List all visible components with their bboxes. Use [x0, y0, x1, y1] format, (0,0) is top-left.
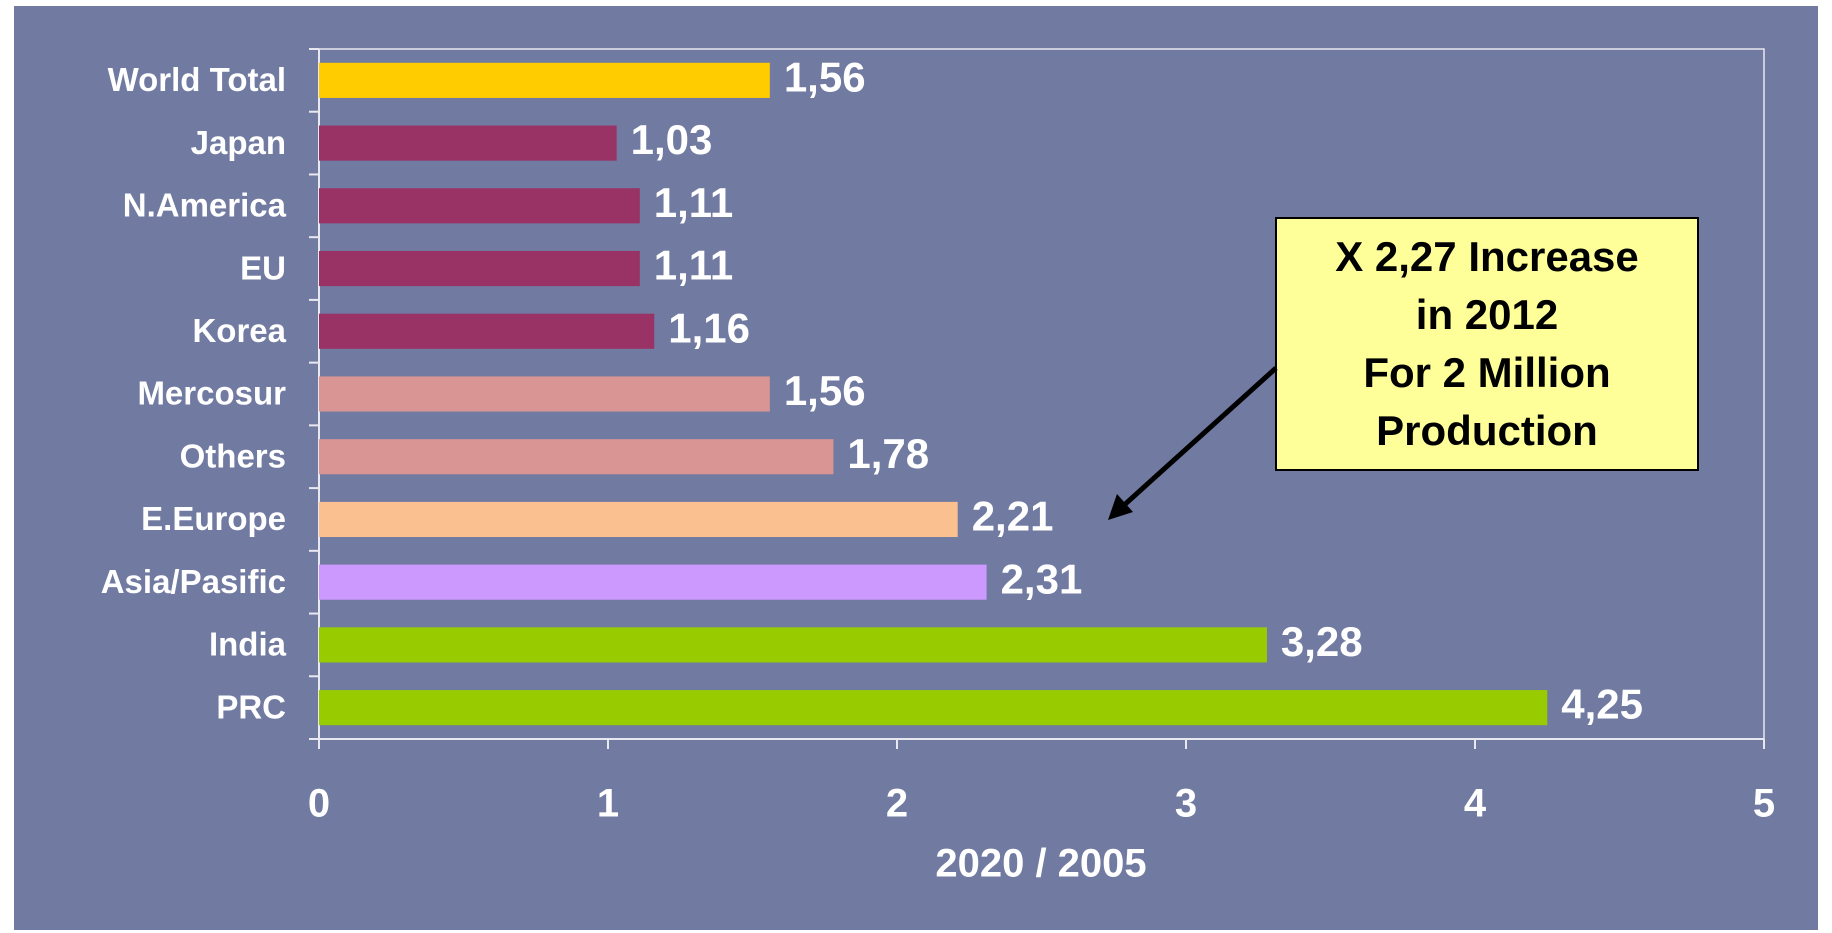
x-tick-label: 2 [886, 782, 908, 826]
bar [319, 564, 987, 600]
value-label: 1,11 [654, 242, 733, 289]
annotation-text: For 2 Million [1363, 349, 1610, 396]
y-tick-label: PRC [216, 688, 286, 725]
y-tick-label: India [209, 626, 287, 663]
annotation-box [1275, 217, 1699, 471]
value-label: 1,78 [847, 430, 929, 477]
bar [319, 627, 1267, 663]
x-axis-title: 2020 / 2005 [935, 842, 1146, 886]
y-tick-label: Japan [191, 124, 286, 161]
bar [319, 439, 834, 475]
y-tick-label: Mercosur [137, 375, 286, 412]
bar [319, 188, 640, 224]
value-label: 1,16 [668, 304, 750, 351]
value-label: 4,25 [1561, 681, 1643, 728]
bar [319, 250, 640, 287]
annotation-arrowhead [1108, 494, 1133, 520]
x-tick-label: 5 [1753, 782, 1775, 826]
y-tick-label: Others [180, 437, 286, 474]
y-tick-label: EU [240, 249, 286, 286]
bar [319, 313, 655, 349]
bar [319, 501, 958, 538]
x-tick-label: 4 [1464, 782, 1487, 826]
value-label: 2,31 [1001, 555, 1083, 602]
bar [319, 125, 617, 161]
bar [319, 690, 1548, 726]
annotation-text: X 2,27 Increase [1335, 233, 1639, 280]
y-tick-label: N.America [123, 187, 287, 224]
annotation-arrow [1120, 366, 1278, 509]
x-tick-label: 0 [308, 782, 330, 826]
y-tick-label: World Total [108, 61, 286, 98]
value-label: 1,11 [654, 179, 733, 226]
y-tick-label: Asia/Pasific [101, 563, 286, 600]
y-tick-label: E.Europe [141, 500, 286, 537]
y-tick-label: Korea [192, 312, 286, 349]
value-label: 1,56 [784, 367, 866, 414]
x-tick-label: 1 [597, 782, 619, 826]
value-label: 1,56 [784, 53, 866, 100]
bar [319, 376, 770, 412]
bar [319, 62, 770, 98]
value-label: 3,28 [1281, 618, 1363, 665]
annotation-text: in 2012 [1416, 291, 1558, 338]
annotation-text: Production [1376, 407, 1598, 454]
x-tick-label: 3 [1175, 782, 1197, 826]
value-label: 1,03 [631, 116, 713, 163]
value-label: 2,21 [972, 493, 1054, 540]
